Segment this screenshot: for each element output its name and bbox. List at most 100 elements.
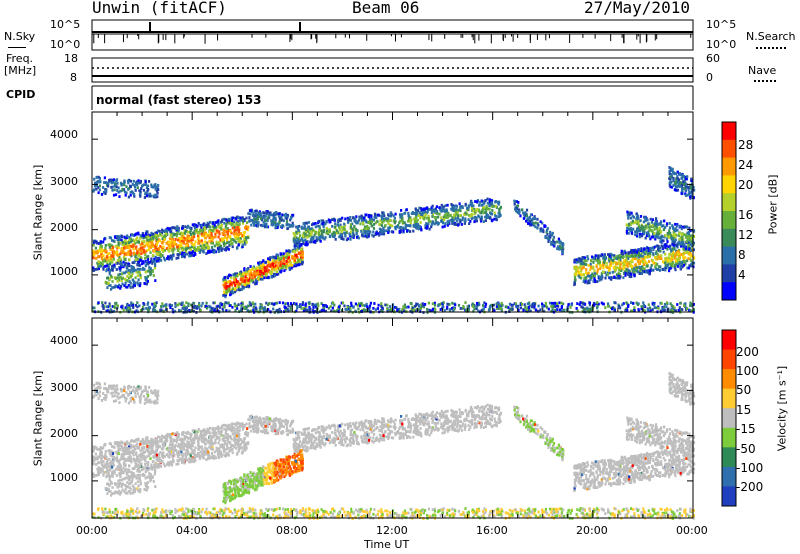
power-cell bbox=[684, 247, 687, 251]
power-cell bbox=[643, 260, 646, 263]
power-cell bbox=[200, 304, 203, 308]
power-cell bbox=[245, 224, 248, 228]
power-cell bbox=[172, 245, 175, 249]
power-cell bbox=[555, 304, 558, 307]
power-cell bbox=[386, 219, 389, 223]
power-cell bbox=[116, 250, 119, 254]
power-cell bbox=[530, 223, 533, 227]
power-cell bbox=[433, 301, 436, 305]
date-title: 27/May/2010 bbox=[584, 0, 690, 17]
power-cell bbox=[414, 211, 417, 215]
power-cell bbox=[581, 310, 584, 313]
power-cell bbox=[458, 218, 461, 222]
power-cell bbox=[186, 234, 189, 238]
power-cell bbox=[637, 248, 640, 252]
power-cell bbox=[267, 308, 270, 311]
power-cell bbox=[405, 208, 408, 211]
power-cell bbox=[293, 241, 296, 245]
power-cell bbox=[189, 230, 192, 234]
power-cell bbox=[286, 302, 289, 305]
power-cell bbox=[148, 240, 151, 244]
power-cell bbox=[241, 245, 244, 248]
power-cell bbox=[390, 211, 393, 215]
power-cell bbox=[222, 242, 225, 245]
power-cell bbox=[452, 213, 456, 217]
power-cell bbox=[399, 219, 402, 223]
power-cell bbox=[450, 220, 454, 223]
power-cell bbox=[664, 252, 667, 256]
power-cell bbox=[676, 265, 679, 268]
power-cell bbox=[97, 186, 100, 189]
power-cell bbox=[156, 191, 159, 195]
power-cell bbox=[190, 241, 193, 245]
power-cell bbox=[133, 239, 136, 243]
power-cell bbox=[117, 276, 121, 280]
power-cell bbox=[282, 257, 285, 260]
power-cell bbox=[296, 248, 299, 252]
power-cell bbox=[668, 262, 671, 266]
power-cell bbox=[146, 184, 150, 188]
power-cell bbox=[545, 228, 549, 232]
power-cell bbox=[177, 253, 180, 257]
power-cell bbox=[108, 179, 111, 182]
power-cell bbox=[415, 222, 418, 226]
power-cell bbox=[640, 267, 643, 271]
power-cell bbox=[182, 254, 185, 258]
power-cell bbox=[105, 264, 108, 268]
power-cell bbox=[163, 229, 166, 233]
power-cell bbox=[575, 272, 578, 276]
power-cell bbox=[677, 258, 680, 262]
power-cell bbox=[325, 220, 328, 224]
power-cell bbox=[402, 226, 405, 230]
power-cell bbox=[136, 282, 139, 286]
power-cell bbox=[440, 203, 443, 207]
power-cell bbox=[295, 302, 298, 306]
power-cell bbox=[336, 219, 339, 222]
power-cell bbox=[194, 226, 197, 229]
power-cell bbox=[655, 221, 658, 225]
power-cell bbox=[140, 256, 143, 260]
power-cell bbox=[604, 306, 607, 309]
power-cell bbox=[129, 240, 132, 244]
power-cell bbox=[482, 220, 485, 223]
power-cell bbox=[210, 250, 213, 253]
power-cell bbox=[162, 256, 166, 260]
power-cell bbox=[145, 186, 148, 190]
power-cell bbox=[291, 256, 294, 260]
power-cell bbox=[349, 225, 352, 229]
power-cell bbox=[118, 283, 121, 287]
power-cell bbox=[561, 249, 564, 253]
power-cell bbox=[118, 242, 121, 245]
power-cell bbox=[686, 266, 689, 270]
power-cell bbox=[309, 240, 312, 244]
power-cell bbox=[156, 257, 159, 260]
power-cell bbox=[250, 223, 253, 227]
power-cell bbox=[114, 277, 117, 281]
power-cell bbox=[460, 223, 463, 226]
power-cell bbox=[325, 231, 328, 235]
power-cell bbox=[691, 240, 694, 244]
power-cell bbox=[580, 305, 583, 309]
power-cell bbox=[110, 287, 113, 291]
power-cell bbox=[642, 255, 645, 258]
power-cell bbox=[632, 256, 635, 260]
power-cell bbox=[627, 257, 630, 260]
power-cell bbox=[633, 270, 636, 274]
power-cell bbox=[678, 242, 681, 245]
power-cell bbox=[668, 226, 672, 230]
power-cell bbox=[655, 235, 658, 239]
power-cell bbox=[402, 309, 405, 312]
power-cell bbox=[664, 268, 667, 272]
power-cell bbox=[272, 265, 275, 269]
power-cell bbox=[632, 227, 635, 231]
power-cell bbox=[296, 238, 299, 241]
power-cell bbox=[596, 259, 600, 263]
power-cell bbox=[268, 263, 271, 267]
power-cell bbox=[642, 250, 645, 254]
power-cell bbox=[650, 250, 653, 253]
power-cell bbox=[689, 259, 693, 263]
power-cell bbox=[521, 208, 524, 212]
power-cell bbox=[692, 261, 696, 265]
power-cell bbox=[132, 191, 135, 195]
power-cell bbox=[321, 222, 324, 225]
